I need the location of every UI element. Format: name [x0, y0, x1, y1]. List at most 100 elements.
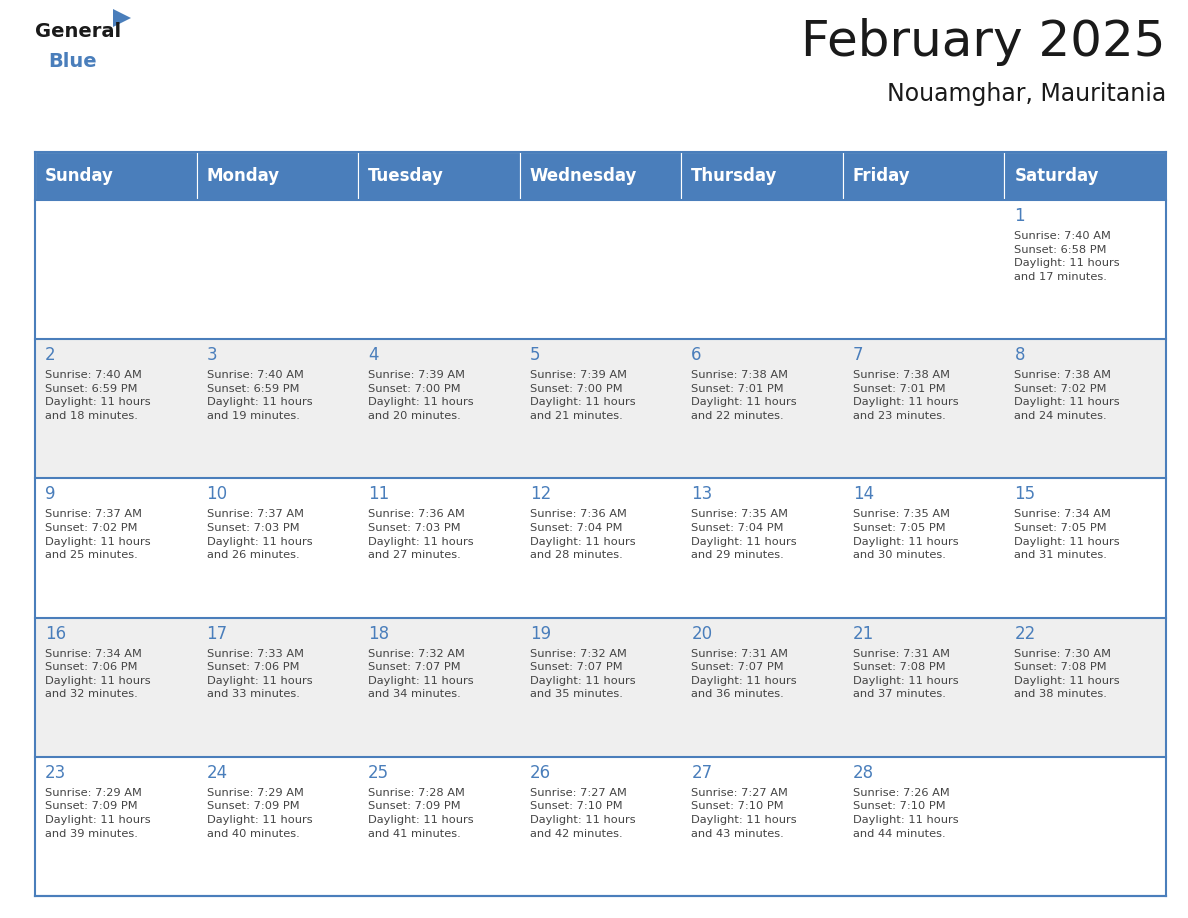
Text: Monday: Monday: [207, 167, 279, 185]
Text: Blue: Blue: [48, 52, 96, 71]
Text: Sunrise: 7:37 AM
Sunset: 7:02 PM
Daylight: 11 hours
and 25 minutes.: Sunrise: 7:37 AM Sunset: 7:02 PM Dayligh…: [45, 509, 151, 560]
Bar: [681, 618, 842, 756]
Text: Friday: Friday: [853, 167, 910, 185]
Text: 20: 20: [691, 624, 713, 643]
Text: Sunday: Sunday: [45, 167, 114, 185]
Text: Sunrise: 7:40 AM
Sunset: 6:58 PM
Daylight: 11 hours
and 17 minutes.: Sunrise: 7:40 AM Sunset: 6:58 PM Dayligh…: [1015, 231, 1120, 282]
Text: Sunrise: 7:27 AM
Sunset: 7:10 PM
Daylight: 11 hours
and 42 minutes.: Sunrise: 7:27 AM Sunset: 7:10 PM Dayligh…: [530, 788, 636, 839]
Text: Sunrise: 7:32 AM
Sunset: 7:07 PM
Daylight: 11 hours
and 35 minutes.: Sunrise: 7:32 AM Sunset: 7:07 PM Dayligh…: [530, 649, 636, 700]
Bar: [681, 756, 842, 896]
Text: General: General: [34, 22, 121, 41]
Bar: [1004, 756, 1165, 896]
Bar: [34, 152, 196, 200]
Text: Sunrise: 7:32 AM
Sunset: 7:07 PM
Daylight: 11 hours
and 34 minutes.: Sunrise: 7:32 AM Sunset: 7:07 PM Dayligh…: [368, 649, 474, 700]
Text: Sunrise: 7:39 AM
Sunset: 7:00 PM
Daylight: 11 hours
and 20 minutes.: Sunrise: 7:39 AM Sunset: 7:00 PM Dayligh…: [368, 370, 474, 421]
Text: Nouamghar, Mauritania: Nouamghar, Mauritania: [886, 82, 1165, 106]
Bar: [1004, 152, 1165, 200]
Bar: [842, 152, 1004, 200]
Bar: [519, 200, 681, 339]
Bar: [1004, 478, 1165, 618]
Text: 10: 10: [207, 486, 228, 503]
Bar: [196, 152, 358, 200]
Bar: [358, 339, 519, 478]
Text: Sunrise: 7:39 AM
Sunset: 7:00 PM
Daylight: 11 hours
and 21 minutes.: Sunrise: 7:39 AM Sunset: 7:00 PM Dayligh…: [530, 370, 636, 421]
Bar: [519, 339, 681, 478]
Text: Sunrise: 7:27 AM
Sunset: 7:10 PM
Daylight: 11 hours
and 43 minutes.: Sunrise: 7:27 AM Sunset: 7:10 PM Dayligh…: [691, 788, 797, 839]
Text: Sunrise: 7:35 AM
Sunset: 7:05 PM
Daylight: 11 hours
and 30 minutes.: Sunrise: 7:35 AM Sunset: 7:05 PM Dayligh…: [853, 509, 959, 560]
Text: Sunrise: 7:30 AM
Sunset: 7:08 PM
Daylight: 11 hours
and 38 minutes.: Sunrise: 7:30 AM Sunset: 7:08 PM Dayligh…: [1015, 649, 1120, 700]
Text: Sunrise: 7:31 AM
Sunset: 7:08 PM
Daylight: 11 hours
and 37 minutes.: Sunrise: 7:31 AM Sunset: 7:08 PM Dayligh…: [853, 649, 959, 700]
Text: 4: 4: [368, 346, 379, 364]
Bar: [842, 618, 1004, 756]
Text: Sunrise: 7:36 AM
Sunset: 7:04 PM
Daylight: 11 hours
and 28 minutes.: Sunrise: 7:36 AM Sunset: 7:04 PM Dayligh…: [530, 509, 636, 560]
Text: 13: 13: [691, 486, 713, 503]
Bar: [196, 339, 358, 478]
Bar: [681, 339, 842, 478]
Bar: [681, 200, 842, 339]
Text: 26: 26: [530, 764, 551, 782]
Bar: [842, 339, 1004, 478]
Bar: [358, 200, 519, 339]
Text: 8: 8: [1015, 346, 1025, 364]
Text: Saturday: Saturday: [1015, 167, 1099, 185]
Text: 18: 18: [368, 624, 390, 643]
Bar: [1004, 200, 1165, 339]
Bar: [358, 756, 519, 896]
Text: 14: 14: [853, 486, 874, 503]
Text: 2: 2: [45, 346, 56, 364]
Bar: [34, 756, 196, 896]
Text: Sunrise: 7:40 AM
Sunset: 6:59 PM
Daylight: 11 hours
and 19 minutes.: Sunrise: 7:40 AM Sunset: 6:59 PM Dayligh…: [207, 370, 312, 421]
Text: 16: 16: [45, 624, 67, 643]
Bar: [519, 756, 681, 896]
Bar: [358, 152, 519, 200]
Text: Sunrise: 7:35 AM
Sunset: 7:04 PM
Daylight: 11 hours
and 29 minutes.: Sunrise: 7:35 AM Sunset: 7:04 PM Dayligh…: [691, 509, 797, 560]
Bar: [34, 618, 196, 756]
Text: 19: 19: [530, 624, 551, 643]
Bar: [519, 618, 681, 756]
Text: 1: 1: [1015, 207, 1025, 225]
Text: Sunrise: 7:38 AM
Sunset: 7:02 PM
Daylight: 11 hours
and 24 minutes.: Sunrise: 7:38 AM Sunset: 7:02 PM Dayligh…: [1015, 370, 1120, 421]
Text: Sunrise: 7:28 AM
Sunset: 7:09 PM
Daylight: 11 hours
and 41 minutes.: Sunrise: 7:28 AM Sunset: 7:09 PM Dayligh…: [368, 788, 474, 839]
Text: Sunrise: 7:34 AM
Sunset: 7:05 PM
Daylight: 11 hours
and 31 minutes.: Sunrise: 7:34 AM Sunset: 7:05 PM Dayligh…: [1015, 509, 1120, 560]
Text: 17: 17: [207, 624, 228, 643]
Text: Sunrise: 7:34 AM
Sunset: 7:06 PM
Daylight: 11 hours
and 32 minutes.: Sunrise: 7:34 AM Sunset: 7:06 PM Dayligh…: [45, 649, 151, 700]
Text: Sunrise: 7:37 AM
Sunset: 7:03 PM
Daylight: 11 hours
and 26 minutes.: Sunrise: 7:37 AM Sunset: 7:03 PM Dayligh…: [207, 509, 312, 560]
Text: 7: 7: [853, 346, 864, 364]
Bar: [358, 618, 519, 756]
Text: Sunrise: 7:38 AM
Sunset: 7:01 PM
Daylight: 11 hours
and 22 minutes.: Sunrise: 7:38 AM Sunset: 7:01 PM Dayligh…: [691, 370, 797, 421]
Text: February 2025: February 2025: [802, 18, 1165, 66]
Text: Sunrise: 7:38 AM
Sunset: 7:01 PM
Daylight: 11 hours
and 23 minutes.: Sunrise: 7:38 AM Sunset: 7:01 PM Dayligh…: [853, 370, 959, 421]
Text: 3: 3: [207, 346, 217, 364]
Text: 27: 27: [691, 764, 713, 782]
Bar: [358, 478, 519, 618]
Text: 11: 11: [368, 486, 390, 503]
Bar: [842, 200, 1004, 339]
Bar: [1004, 339, 1165, 478]
Text: Sunrise: 7:40 AM
Sunset: 6:59 PM
Daylight: 11 hours
and 18 minutes.: Sunrise: 7:40 AM Sunset: 6:59 PM Dayligh…: [45, 370, 151, 421]
Text: 25: 25: [368, 764, 390, 782]
Text: 9: 9: [45, 486, 56, 503]
Text: 15: 15: [1015, 486, 1036, 503]
Bar: [196, 756, 358, 896]
Text: 22: 22: [1015, 624, 1036, 643]
Bar: [196, 618, 358, 756]
Text: 5: 5: [530, 346, 541, 364]
Bar: [519, 152, 681, 200]
Text: 6: 6: [691, 346, 702, 364]
Bar: [196, 200, 358, 339]
Text: Wednesday: Wednesday: [530, 167, 637, 185]
Text: Sunrise: 7:29 AM
Sunset: 7:09 PM
Daylight: 11 hours
and 40 minutes.: Sunrise: 7:29 AM Sunset: 7:09 PM Dayligh…: [207, 788, 312, 839]
Bar: [519, 478, 681, 618]
Bar: [842, 756, 1004, 896]
Text: Tuesday: Tuesday: [368, 167, 444, 185]
Bar: [34, 478, 196, 618]
Bar: [681, 152, 842, 200]
Polygon shape: [113, 9, 131, 27]
Text: Sunrise: 7:29 AM
Sunset: 7:09 PM
Daylight: 11 hours
and 39 minutes.: Sunrise: 7:29 AM Sunset: 7:09 PM Dayligh…: [45, 788, 151, 839]
Bar: [681, 478, 842, 618]
Text: Sunrise: 7:26 AM
Sunset: 7:10 PM
Daylight: 11 hours
and 44 minutes.: Sunrise: 7:26 AM Sunset: 7:10 PM Dayligh…: [853, 788, 959, 839]
Text: 21: 21: [853, 624, 874, 643]
Bar: [842, 478, 1004, 618]
Text: 23: 23: [45, 764, 67, 782]
Bar: [34, 339, 196, 478]
